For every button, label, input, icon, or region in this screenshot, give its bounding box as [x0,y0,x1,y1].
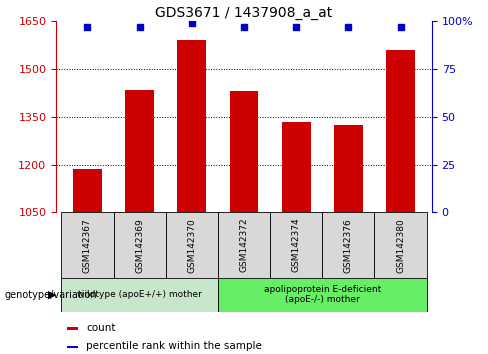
Text: GSM142380: GSM142380 [396,218,405,273]
Bar [270,212,322,278]
Bar [374,212,427,278]
Bar [178,40,206,212]
Text: wildtype (apoE+/+) mother: wildtype (apoE+/+) mother [77,290,202,299]
Text: count: count [86,322,116,332]
Text: GSM142367: GSM142367 [83,218,92,273]
Bar [67,346,78,348]
Bar [67,327,78,330]
Text: GSM142372: GSM142372 [240,218,248,273]
Bar [61,278,218,312]
Bar [282,122,310,212]
Bar [61,212,114,278]
Title: GDS3671 / 1437908_a_at: GDS3671 / 1437908_a_at [155,6,333,20]
Bar [125,90,154,212]
Bar [386,50,415,212]
Bar [334,125,363,212]
Bar [218,278,427,312]
Text: genotype/variation: genotype/variation [5,290,98,299]
Text: GSM142374: GSM142374 [292,218,301,273]
Text: ▶: ▶ [48,290,56,299]
Text: GSM142376: GSM142376 [344,218,353,273]
Text: GSM142369: GSM142369 [135,218,144,273]
Bar [230,91,258,212]
Text: percentile rank within the sample: percentile rank within the sample [86,341,262,351]
Bar [166,212,218,278]
Bar [114,212,166,278]
Text: GSM142370: GSM142370 [187,218,196,273]
Bar [218,212,270,278]
Text: apolipoprotein E-deficient
(apoE-/-) mother: apolipoprotein E-deficient (apoE-/-) mot… [264,285,381,304]
Bar [322,212,374,278]
Bar [73,170,102,212]
